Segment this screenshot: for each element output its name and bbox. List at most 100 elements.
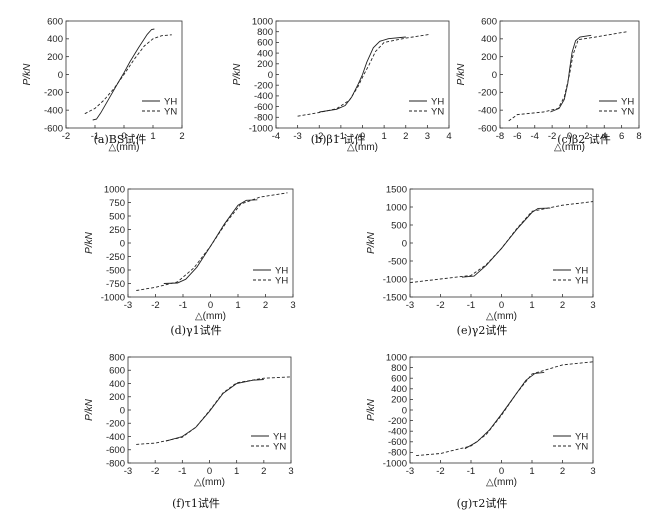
x-tick-label: -8 (496, 131, 504, 142)
y-axis-label: P/kN (456, 63, 467, 85)
series-solid-line (165, 379, 264, 442)
x-tick-label: 3 (290, 300, 295, 311)
x-tick-label: 1 (150, 131, 155, 142)
y-tick-label: 200 (47, 52, 63, 63)
legend-label: YH (164, 96, 177, 107)
legend-label: YH (273, 431, 286, 442)
x-tick-label: -2 (62, 131, 70, 142)
x-tick-label: 0 (360, 131, 365, 142)
subfigure-caption: (e)γ2试件 (457, 324, 508, 337)
series-dashed-line (508, 31, 627, 122)
y-tick-label: -200 (478, 88, 497, 99)
x-tick-label: 2 (560, 466, 565, 477)
x-tick-label: 3 (590, 300, 595, 311)
chart-f: -3 -2 -1 0 1 2 3 800 600 400 200 0 -200 -400 -600 -800 △… (84, 352, 294, 510)
x-axis-label: △(mm) (195, 311, 226, 322)
y-tick-label: 500 (109, 211, 125, 222)
y-tick-label: -400 (388, 427, 407, 438)
x-tick-label: 4 (446, 131, 451, 142)
chart-e: -3 -2 -1 0 1 2 3 1500 1000 500 0 -500 -1000 -1500 △(mm… (366, 184, 596, 337)
series-solid-line (163, 199, 258, 284)
legend-label: YN (575, 441, 588, 452)
y-tick-label: 800 (391, 363, 407, 374)
subfigure-caption: (a)BS试件 (94, 133, 147, 146)
x-tick-label: 3 (288, 466, 293, 477)
x-tick-label: 4 (602, 131, 607, 142)
x-tick-label: 6 (619, 131, 624, 142)
y-tick-label: -500 (106, 265, 125, 276)
series-dashed-line (409, 201, 594, 284)
x-tick-label: -1 (91, 131, 99, 142)
x-tick-label: 0 (499, 466, 504, 477)
subfigure-caption: (d)γ1试件 (170, 324, 221, 337)
x-tick-label: 2 (560, 300, 565, 311)
series-solid-line (92, 28, 155, 121)
chart-c: -8 -6 -4 -2 0 2 4 6 8 600 400 200 0 -200 -400 -600 △(mm)… (456, 16, 642, 153)
legend-label: YH (621, 96, 634, 107)
y-tick-label: 1000 (252, 16, 273, 27)
x-tick-label: 1 (381, 131, 386, 142)
x-tick-label: 2 (261, 466, 266, 477)
legend-label: YH (575, 265, 588, 276)
legend-label: YH (575, 431, 588, 442)
series-solid-line (319, 36, 406, 113)
y-tick-label: -400 (106, 432, 125, 443)
y-axis-label: P/kN (232, 63, 243, 85)
legend-label: YH (275, 265, 288, 276)
y-tick-label: -200 (106, 419, 125, 430)
y-tick-label: 400 (47, 34, 63, 45)
plot-frame (409, 188, 594, 298)
x-tick-label: 3 (425, 131, 430, 142)
y-tick-label: -1000 (383, 458, 407, 469)
y-tick-label: -1500 (383, 292, 407, 303)
legend-label: YN (431, 106, 444, 117)
y-tick-label: 800 (109, 352, 125, 363)
x-axis-label: △(mm) (108, 142, 139, 153)
series-dashed-line (84, 34, 172, 115)
y-tick-label: 0 (268, 70, 273, 81)
y-tick-label: -200 (44, 88, 63, 99)
y-tick-label: -1000 (101, 292, 125, 303)
x-tick-label: 0 (499, 300, 504, 311)
x-tick-label: 0 (567, 131, 572, 142)
x-tick-label: -2 (548, 131, 556, 142)
y-tick-label: -200 (254, 81, 273, 92)
x-tick-label: -4 (531, 131, 539, 142)
y-tick-label: 800 (257, 27, 273, 38)
y-tick-label: 0 (120, 405, 125, 416)
y-tick-label: -250 (106, 252, 125, 263)
plot-frame (127, 188, 294, 298)
y-tick-label: 0 (402, 405, 407, 416)
x-tick-label: 3 (590, 466, 595, 477)
y-tick-label: -800 (254, 113, 273, 124)
x-tick-label: 2 (263, 300, 268, 311)
x-tick-label: -1 (467, 300, 475, 311)
x-tick-label: 0 (207, 466, 212, 477)
chart-a: -2 -1 0 1 2 600 400 200 0 -200 -400 -600 △(mm) P/kN YH… (22, 16, 185, 153)
x-tick-label: -1 (337, 131, 345, 142)
x-tick-label: 1 (235, 300, 240, 311)
y-tick-label: -400 (254, 91, 273, 102)
x-tick-label: -6 (513, 131, 521, 142)
x-tick-label: -2 (315, 131, 323, 142)
y-tick-label: 200 (391, 395, 407, 406)
y-tick-label: -800 (106, 458, 125, 469)
y-tick-label: 0 (120, 238, 125, 249)
x-tick-label: 0 (121, 131, 126, 142)
y-tick-label: -800 (388, 448, 407, 459)
x-tick-label: -1 (467, 466, 475, 477)
series-dashed-line (416, 361, 594, 457)
y-tick-label: 200 (257, 59, 273, 70)
y-axis-label: P/kN (84, 398, 95, 420)
y-tick-label: -750 (106, 279, 125, 290)
x-axis-label: △(mm) (347, 142, 378, 153)
y-tick-label: 250 (109, 225, 125, 236)
y-tick-label: 400 (481, 34, 497, 45)
legend-label: YN (621, 106, 634, 117)
legend-label: YN (164, 106, 177, 117)
x-tick-label: 1 (234, 466, 239, 477)
y-axis-label: P/kN (366, 398, 377, 420)
legend-label: YH (275, 275, 288, 286)
y-axis-label: P/kN (84, 231, 95, 253)
y-tick-label: 400 (391, 384, 407, 395)
